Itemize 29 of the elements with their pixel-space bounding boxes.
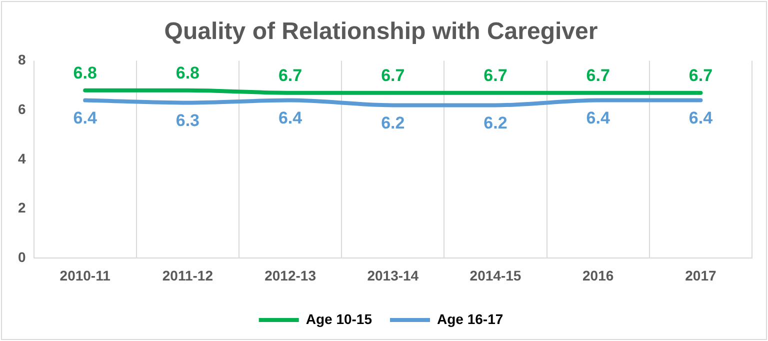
- data-label: 6.2: [381, 113, 405, 132]
- x-tick-label: 2010-11: [60, 267, 111, 284]
- y-tick-label: 4: [18, 150, 26, 166]
- legend-label: Age 10-15: [306, 310, 372, 327]
- x-tick-label: 2012-13: [264, 267, 316, 284]
- y-tick-label: 8: [18, 52, 26, 68]
- data-label: 6.4: [688, 108, 714, 128]
- x-tick-label: 2017: [685, 267, 716, 284]
- data-label: 6.8: [73, 64, 97, 83]
- y-tick-label: 2: [18, 200, 26, 216]
- x-tick-label: 2016: [582, 267, 614, 284]
- data-label: 6.7: [688, 66, 713, 86]
- data-label: 6.7: [586, 66, 610, 86]
- x-tick-label: 2014-15: [470, 267, 522, 284]
- x-tick-label: 2011-12: [162, 267, 214, 284]
- data-label: 6.4: [586, 108, 610, 128]
- data-label: 6.7: [278, 66, 302, 86]
- data-label: 6.4: [73, 108, 98, 128]
- y-tick-label: 0: [18, 249, 26, 266]
- x-tick-label: 2013-14: [367, 267, 419, 284]
- y-tick-label: 6: [18, 101, 26, 118]
- chart-title: Quality of Relationship with Caregiver: [164, 18, 598, 46]
- data-label: 6.3: [176, 110, 200, 130]
- data-label: 6.7: [484, 66, 508, 86]
- legend-label: Age 16-17: [437, 310, 504, 327]
- data-label: 6.7: [381, 66, 405, 86]
- data-label: 6.8: [176, 64, 200, 83]
- data-label: 6.4: [278, 108, 303, 128]
- data-label: 6.2: [484, 113, 508, 132]
